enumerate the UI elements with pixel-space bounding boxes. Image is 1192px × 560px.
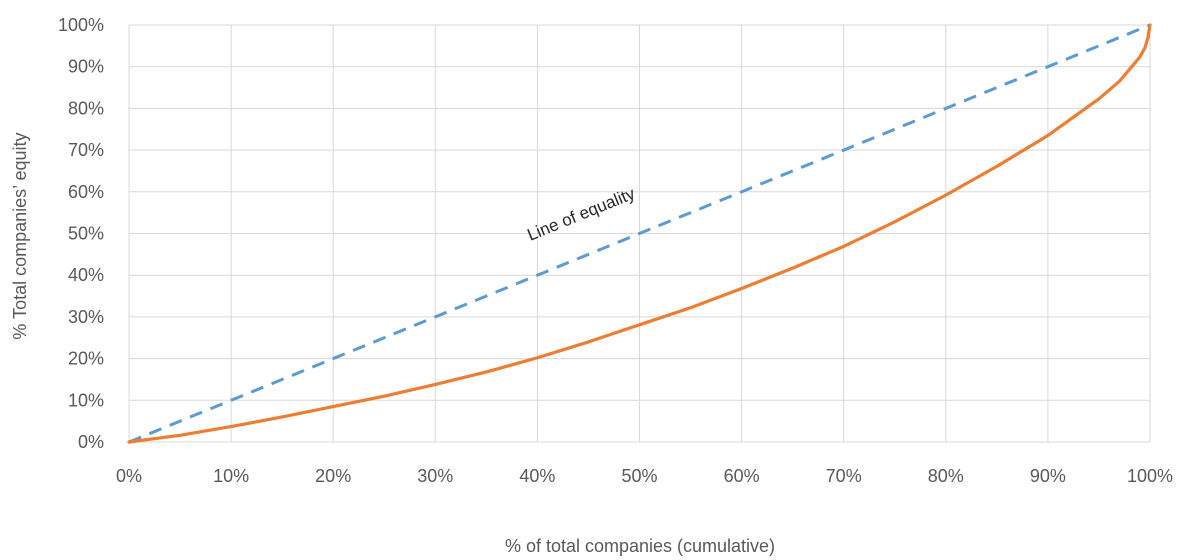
x-tick-label: 10%	[213, 466, 249, 486]
y-tick-label: 70%	[68, 140, 104, 160]
x-tick-label: 20%	[315, 466, 351, 486]
y-tick-label: 80%	[68, 98, 104, 118]
y-tick-label: 90%	[68, 57, 104, 77]
y-axis-title: % Total companies’ equity	[10, 132, 30, 339]
line-of-equality-annotation: Line of equality	[525, 184, 639, 245]
x-axis-ticks: 0% 10% 20% 30% 40% 50% 60% 70% 80% 90% 100%	[116, 466, 1173, 486]
y-tick-label: 0%	[78, 432, 104, 452]
y-tick-label: 50%	[68, 224, 104, 244]
x-tick-label: 90%	[1030, 466, 1066, 486]
y-tick-label: 100%	[58, 15, 104, 35]
x-tick-label: 40%	[519, 466, 555, 486]
x-tick-label: 50%	[621, 466, 657, 486]
x-tick-label: 30%	[417, 466, 453, 486]
x-tick-label: 100%	[1127, 466, 1173, 486]
x-tick-label: 70%	[826, 466, 862, 486]
x-tick-label: 0%	[116, 466, 142, 486]
y-tick-label: 20%	[68, 349, 104, 369]
y-tick-label: 60%	[68, 182, 104, 202]
y-tick-label: 30%	[68, 307, 104, 327]
x-tick-label: 80%	[928, 466, 964, 486]
y-tick-label: 40%	[68, 265, 104, 285]
y-axis-ticks: 0% 10% 20% 30% 40% 50% 60% 70% 80% 90% 100%	[58, 15, 104, 452]
y-tick-label: 10%	[68, 390, 104, 410]
x-axis-title: % of total companies (cumulative)	[505, 536, 775, 556]
x-tick-label: 60%	[724, 466, 760, 486]
